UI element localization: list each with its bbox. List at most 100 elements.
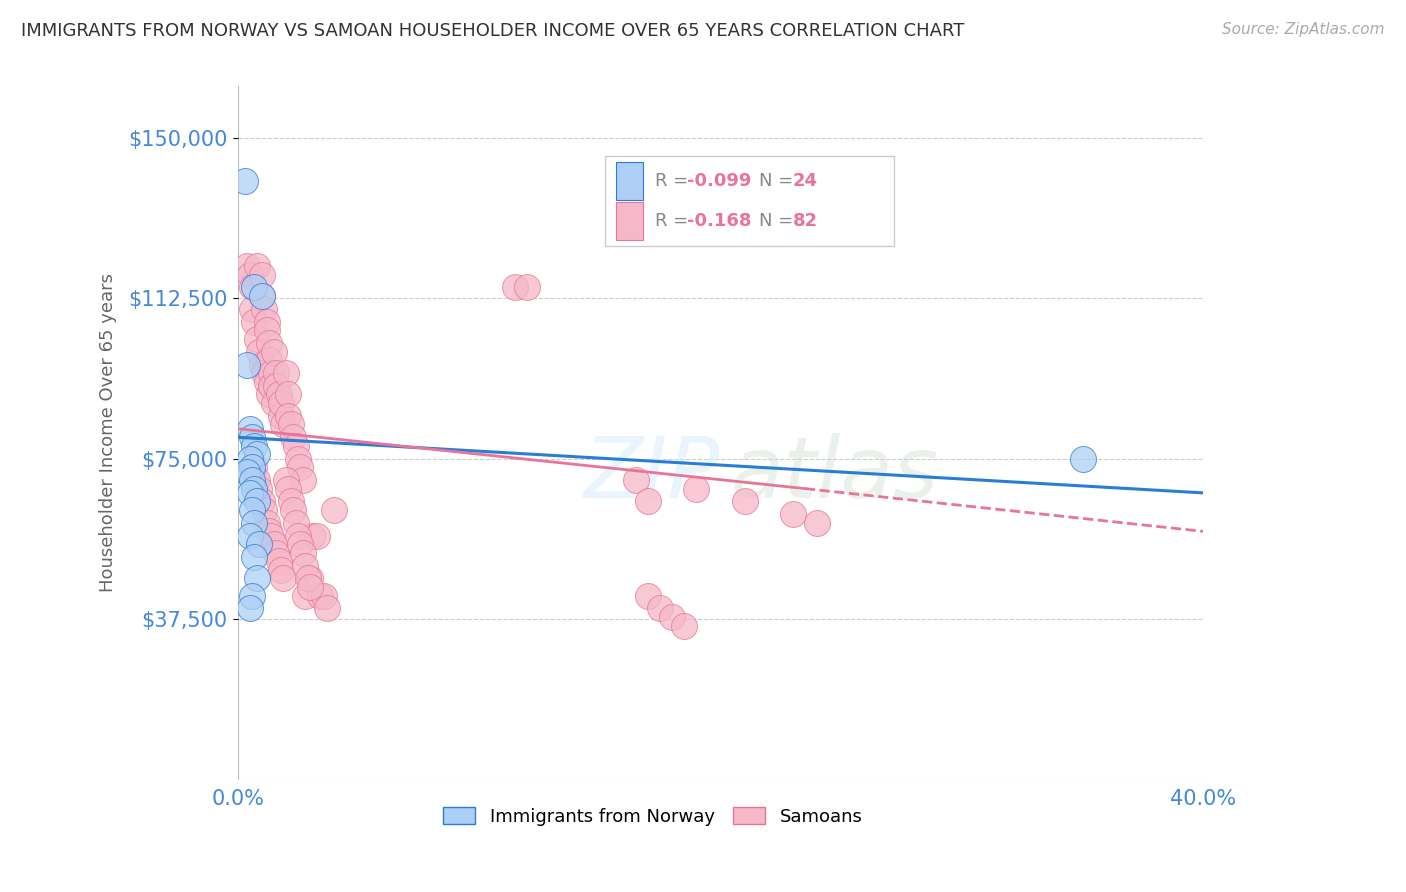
Point <box>277 482 299 496</box>
Text: atlas: atlas <box>730 434 938 516</box>
Point <box>648 601 671 615</box>
Bar <box>616 161 643 200</box>
Point <box>270 409 292 423</box>
Point <box>637 494 659 508</box>
Point <box>267 387 290 401</box>
Point <box>281 503 304 517</box>
Point <box>314 589 336 603</box>
Point <box>253 366 276 380</box>
Text: -0.168: -0.168 <box>686 211 751 229</box>
Point <box>287 451 309 466</box>
Point <box>273 572 295 586</box>
Point <box>250 494 273 508</box>
Point <box>307 529 329 543</box>
Point <box>661 610 683 624</box>
Point <box>239 268 262 282</box>
Legend: Immigrants from Norway, Samoans: Immigrants from Norway, Samoans <box>436 800 870 833</box>
Point <box>294 589 316 603</box>
Text: R =: R = <box>655 211 688 229</box>
Point <box>264 379 287 393</box>
Point <box>277 387 299 401</box>
Text: IMMIGRANTS FROM NORWAY VS SAMOAN HOUSEHOLDER INCOME OVER 65 YEARS CORRELATION CH: IMMIGRANTS FROM NORWAY VS SAMOAN HOUSEHO… <box>21 22 965 40</box>
Text: R =: R = <box>655 172 688 190</box>
Text: -0.099: -0.099 <box>686 172 751 190</box>
Point <box>260 379 283 393</box>
Point <box>240 589 263 603</box>
Point <box>734 494 756 508</box>
Point <box>243 460 266 475</box>
Point <box>253 503 276 517</box>
Point <box>257 353 280 368</box>
Point <box>243 280 266 294</box>
Point <box>246 473 269 487</box>
Point <box>624 473 647 487</box>
Point <box>246 332 269 346</box>
Y-axis label: Householder Income Over 65 years: Householder Income Over 65 years <box>100 274 117 592</box>
Point <box>239 529 262 543</box>
Point <box>246 494 269 508</box>
Point <box>243 516 266 530</box>
Point <box>257 524 280 539</box>
Point <box>257 387 280 401</box>
Point <box>243 550 266 565</box>
Text: N =: N = <box>759 172 793 190</box>
Point <box>267 554 290 568</box>
Point <box>246 259 269 273</box>
Point <box>263 537 285 551</box>
Point <box>264 366 287 380</box>
Point <box>243 482 266 496</box>
Point <box>284 439 307 453</box>
Point <box>290 460 312 475</box>
Point <box>239 486 262 500</box>
Point <box>782 508 804 522</box>
Point <box>256 323 278 337</box>
Point <box>270 396 292 410</box>
Point <box>287 529 309 543</box>
Text: 82: 82 <box>793 211 818 229</box>
Point <box>277 409 299 423</box>
Point <box>516 280 538 294</box>
Point <box>256 516 278 530</box>
Point <box>236 358 259 372</box>
Bar <box>616 202 643 240</box>
Point <box>239 422 262 436</box>
Point <box>243 315 266 329</box>
Point <box>250 358 273 372</box>
Point <box>236 465 259 479</box>
Point <box>291 473 314 487</box>
Point <box>274 473 297 487</box>
Point <box>236 259 259 273</box>
Point <box>243 439 266 453</box>
Point <box>260 529 283 543</box>
Point <box>298 580 321 594</box>
FancyBboxPatch shape <box>605 156 894 246</box>
Point <box>256 315 278 329</box>
Text: 24: 24 <box>793 172 818 190</box>
Point <box>247 344 270 359</box>
Point <box>1071 451 1094 466</box>
Point <box>257 336 280 351</box>
Point <box>250 289 273 303</box>
Point <box>284 516 307 530</box>
Text: N =: N = <box>759 211 793 229</box>
Text: ZIP: ZIP <box>583 434 720 516</box>
Point <box>503 280 526 294</box>
Point <box>239 601 262 615</box>
Point <box>290 537 312 551</box>
Point <box>280 494 302 508</box>
Point <box>297 572 319 586</box>
Point <box>263 344 285 359</box>
Point <box>291 546 314 560</box>
Point <box>239 451 262 466</box>
Text: Source: ZipAtlas.com: Source: ZipAtlas.com <box>1222 22 1385 37</box>
Point <box>264 546 287 560</box>
Point <box>240 301 263 316</box>
Point <box>247 537 270 551</box>
Point <box>274 366 297 380</box>
Point <box>240 280 263 294</box>
Point <box>260 366 283 380</box>
Point <box>240 503 263 517</box>
Point <box>298 572 321 586</box>
Point <box>250 289 273 303</box>
Point <box>233 173 256 187</box>
